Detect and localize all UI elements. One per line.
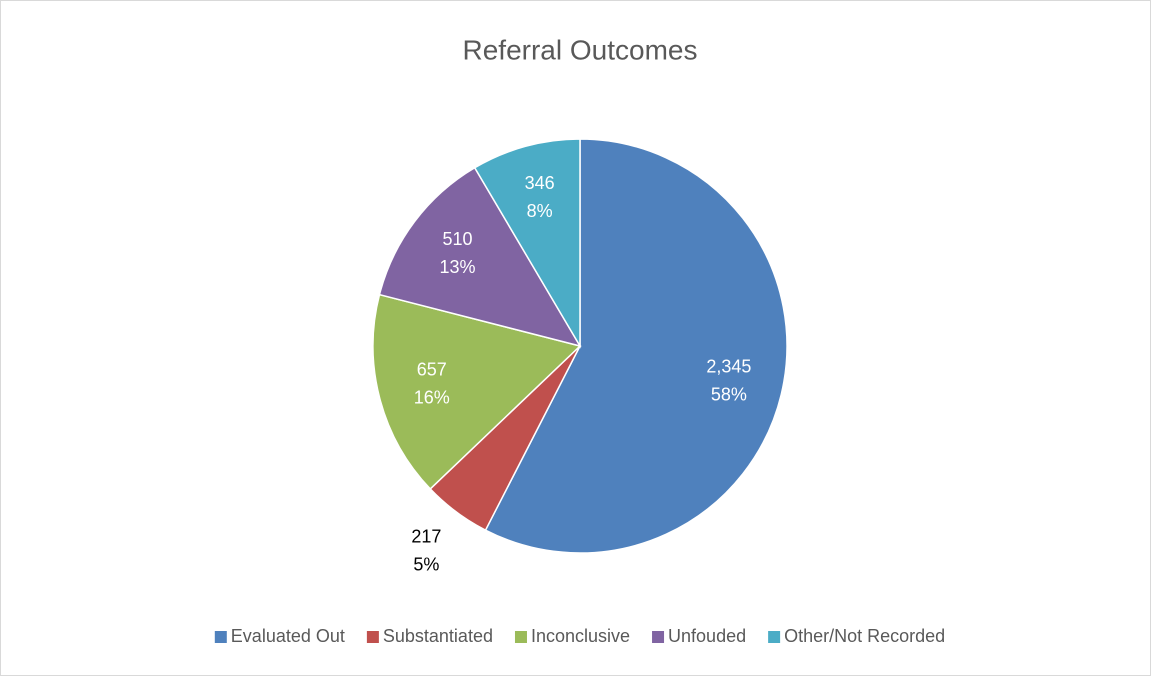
pie-slice [378,166,582,348]
legend-label: Other/Not Recorded [784,626,945,646]
data-label: 346 [525,173,555,193]
legend-swatch [768,631,781,643]
data-label: 5% [413,554,439,574]
data-label: 510 [442,229,472,249]
legend-swatch [652,631,665,643]
data-label: 8% [527,201,553,221]
legend-label: Inconclusive [531,626,630,646]
legend-label: Substantiated [383,626,493,646]
pie-slice [473,138,581,349]
legend-label: Evaluated Out [231,626,345,646]
legend-label: Unfouded [668,626,746,646]
data-label: 657 [417,359,447,379]
legend-swatch [214,631,227,643]
legend: Evaluated Out Substantiated Inconclusive Un… [214,626,945,646]
data-label: 13% [439,257,475,277]
pie-slice [372,293,582,490]
pie-slice [484,138,788,554]
data-label: 217 [411,526,441,546]
chart-title: Referral Outcomes [463,34,698,65]
data-label: 2,345 [706,357,751,377]
data-label: 58% [711,385,747,405]
legend-swatch [514,631,527,643]
data-label: 16% [414,387,450,407]
legend-swatch [366,631,379,643]
